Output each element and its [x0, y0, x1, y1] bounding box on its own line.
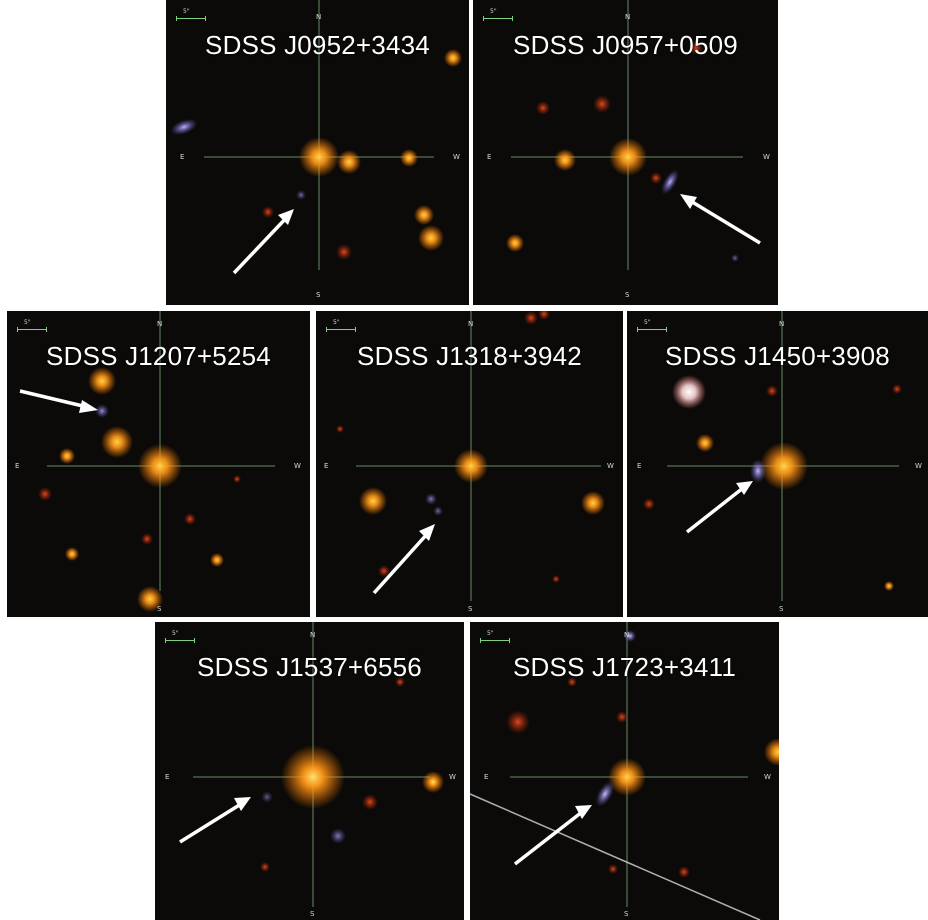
west-marker: W [607, 462, 614, 470]
north-marker: N [310, 631, 316, 639]
north-marker: N [157, 320, 163, 328]
west-marker: W [763, 153, 770, 161]
scale-label: 5" [183, 8, 190, 15]
panel-title: SDSS J1318+3942 [357, 341, 582, 371]
scale-label: 5" [333, 319, 340, 326]
sky-field-image [470, 622, 779, 920]
scale-bar-icon [326, 327, 356, 332]
panel-j1537: 5" N S E W SDSS J1537+6556 [155, 622, 464, 920]
panel-j1207: 5" N S E W SDSS J1207+5254 [7, 311, 310, 617]
north-marker: N [624, 631, 630, 639]
sky-field-image [473, 0, 778, 305]
panel-j1318: 5" N S E W SDSS J1318+3942 [316, 311, 623, 617]
scale-label: 5" [644, 319, 651, 326]
south-marker: S [779, 605, 784, 613]
north-marker: N [625, 13, 631, 21]
sky-field-image [316, 311, 623, 617]
west-marker: W [915, 462, 922, 470]
scale-bar-icon [165, 638, 195, 643]
north-marker: N [468, 320, 474, 328]
panel-title: SDSS J1450+3908 [665, 341, 890, 371]
arrow-icon [688, 198, 761, 245]
west-marker: W [764, 773, 771, 781]
panel-title: SDSS J0952+3434 [205, 30, 430, 60]
scale-bar-icon [480, 638, 510, 643]
scale-bar-icon [17, 327, 47, 332]
arrow-icon [179, 802, 242, 844]
scale-label: 5" [172, 630, 179, 637]
arrow-icon [232, 212, 292, 275]
scale-label: 5" [490, 8, 497, 15]
east-marker: E [324, 462, 329, 470]
scale-label: 5" [24, 319, 31, 326]
east-marker: E [487, 153, 492, 161]
scale-bar-icon [637, 327, 667, 332]
panel-j1450: 5" N S E W SDSS J1450+3908 [627, 311, 928, 617]
east-marker: E [165, 773, 170, 781]
scale-bar-icon [176, 16, 206, 21]
south-marker: S [624, 910, 629, 918]
north-marker: N [316, 13, 322, 21]
east-marker: E [637, 462, 642, 470]
panel-j0957: 5" N S E W SDSS J0957+0509 [473, 0, 778, 305]
arrow-icon [513, 810, 584, 866]
arrow-icon [685, 486, 745, 534]
east-marker: E [180, 153, 185, 161]
arrow-icon [372, 531, 430, 595]
panel-j0952: 5" N S E W SDSS J0952+3434 [166, 0, 469, 305]
south-marker: S [468, 605, 473, 613]
panel-title: SDSS J0957+0509 [513, 30, 738, 60]
panel-title: SDSS J1537+6556 [197, 652, 422, 682]
north-marker: N [779, 320, 785, 328]
panel-title: SDSS J1723+3411 [513, 652, 736, 682]
arrow-icon [19, 389, 88, 409]
sky-field-image [7, 311, 310, 617]
west-marker: W [294, 462, 301, 470]
sky-field-image [627, 311, 928, 617]
south-marker: S [316, 291, 321, 299]
west-marker: W [449, 773, 456, 781]
east-marker: E [484, 773, 489, 781]
south-marker: S [157, 605, 162, 613]
east-marker: E [15, 462, 20, 470]
scale-label: 5" [487, 630, 494, 637]
panel-j1723: 5" N S E W SDSS J1723+3411 [470, 622, 779, 920]
south-marker: S [625, 291, 630, 299]
sky-field-image [155, 622, 464, 920]
satellite-trail [470, 793, 761, 920]
south-marker: S [310, 910, 315, 918]
panel-title: SDSS J1207+5254 [46, 341, 271, 371]
west-marker: W [453, 153, 460, 161]
sky-field-image [166, 0, 469, 305]
scale-bar-icon [483, 16, 513, 21]
